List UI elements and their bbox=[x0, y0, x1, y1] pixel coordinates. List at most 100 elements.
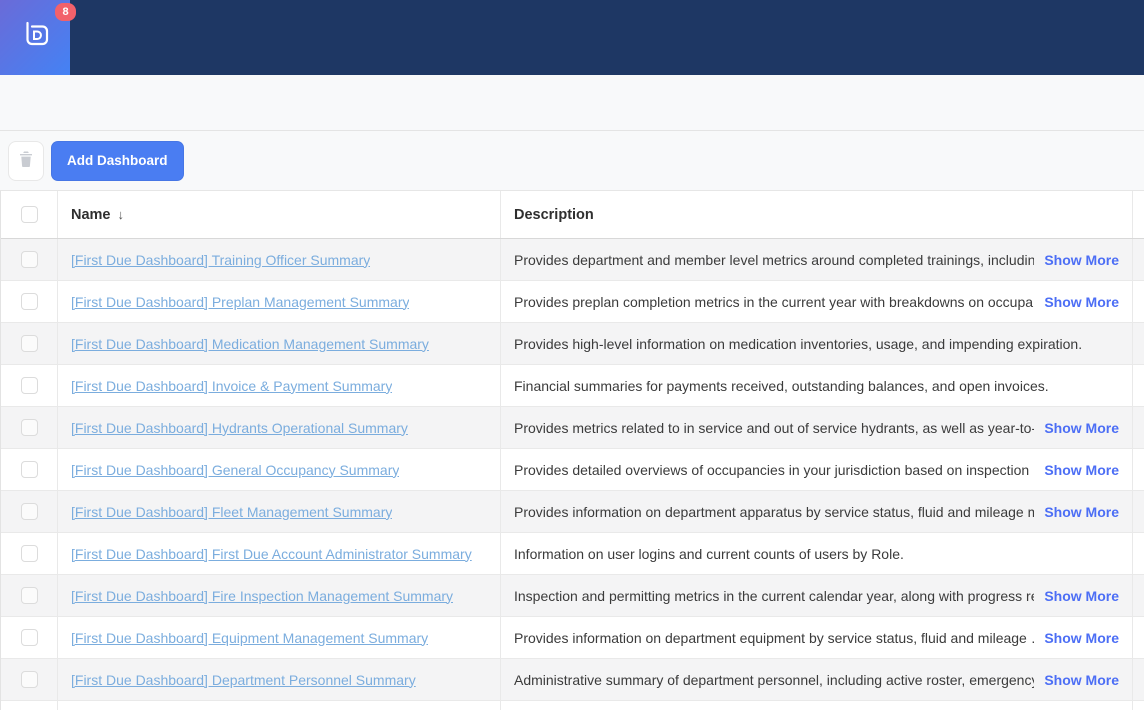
table-row: [First Due Dashboard] First Due Account … bbox=[1, 533, 1144, 575]
table-row: [First Due Dashboard] Invoice & Payment … bbox=[1, 365, 1144, 407]
dashboard-description: Provides preplan completion metrics in t… bbox=[514, 293, 1035, 310]
dashboard-name-link[interactable]: [First Due Dashboard] General Occupancy … bbox=[71, 461, 400, 478]
dashboard-description: Provides high-level information on medic… bbox=[514, 335, 1083, 352]
row-description-cell: Administrative summary of department per… bbox=[501, 659, 1133, 700]
row-name-cell: [First Due Dashboard] Department Personn… bbox=[58, 659, 501, 700]
row-description-cell: Provides information on department equip… bbox=[501, 617, 1133, 658]
dashboard-name-link[interactable]: [First Due Dashboard] Invoice & Payment … bbox=[71, 377, 393, 394]
row-filler-cell bbox=[1133, 239, 1144, 280]
table-row: [First Due Dashboard] Medication Managem… bbox=[1, 323, 1144, 365]
dashboard-name-link[interactable]: [First Due Dashboard] First Due Account … bbox=[71, 545, 472, 562]
show-more-link[interactable]: Show More bbox=[1044, 503, 1119, 520]
row-description-cell: Provides information on department appar… bbox=[501, 491, 1133, 532]
row-checkbox-cell bbox=[1, 533, 58, 574]
row-filler-cell bbox=[1133, 575, 1144, 616]
table-row: [First Due Dashboard] Department Personn… bbox=[1, 659, 1144, 701]
row-name-cell: [First Due Dashboard] Preplan Management… bbox=[58, 281, 501, 322]
first-due-logo-icon bbox=[20, 20, 50, 55]
row-checkbox-cell bbox=[1, 365, 58, 406]
row-checkbox-cell bbox=[1, 449, 58, 490]
row-checkbox[interactable] bbox=[20, 293, 38, 310]
show-more-link[interactable]: Show More bbox=[1044, 461, 1119, 478]
dashboard-name-link[interactable]: [First Due Dashboard] Department Personn… bbox=[71, 671, 416, 688]
show-more-link[interactable]: Show More bbox=[1044, 629, 1119, 646]
row-checkbox[interactable] bbox=[20, 335, 38, 352]
row-checkbox[interactable] bbox=[20, 419, 38, 436]
partial-filler-cell bbox=[1133, 701, 1144, 710]
row-checkbox[interactable] bbox=[20, 461, 38, 478]
dashboard-description: Inspection and permitting metrics in the… bbox=[514, 587, 1035, 604]
row-checkbox[interactable] bbox=[20, 377, 38, 394]
row-filler-cell bbox=[1133, 281, 1144, 322]
row-description-cell: Provides high-level information on medic… bbox=[501, 323, 1133, 364]
partial-checkbox-cell bbox=[1, 701, 58, 710]
row-checkbox[interactable] bbox=[20, 629, 38, 646]
row-checkbox-cell bbox=[1, 323, 58, 364]
column-header-name[interactable]: Name bbox=[71, 206, 111, 223]
table-row: [First Due Dashboard] General Occupancy … bbox=[1, 449, 1144, 491]
row-checkbox-cell bbox=[1, 239, 58, 280]
show-more-link[interactable]: Show More bbox=[1044, 419, 1119, 436]
row-checkbox[interactable] bbox=[20, 671, 38, 688]
header-name-cell[interactable]: Name ↓ bbox=[58, 191, 501, 238]
dashboard-name-link[interactable]: [First Due Dashboard] Medication Managem… bbox=[71, 335, 429, 352]
row-checkbox-cell bbox=[1, 407, 58, 448]
row-name-cell: [First Due Dashboard] Training Officer S… bbox=[58, 239, 501, 280]
dashboard-name-link[interactable]: [First Due Dashboard] Equipment Manageme… bbox=[71, 629, 429, 646]
table-row: [First Due Dashboard] Fire Inspection Ma… bbox=[1, 575, 1144, 617]
subheader-band bbox=[0, 75, 1144, 131]
sort-descending-icon[interactable]: ↓ bbox=[117, 207, 125, 222]
row-filler-cell bbox=[1133, 449, 1144, 490]
dashboard-name-link[interactable]: [First Due Dashboard] Training Officer S… bbox=[71, 251, 371, 268]
row-name-cell: [First Due Dashboard] Fire Inspection Ma… bbox=[58, 575, 501, 616]
select-all-checkbox[interactable] bbox=[20, 206, 38, 223]
dashboard-description: Provides detailed overviews of occupanci… bbox=[514, 461, 1035, 478]
row-description-cell: Provides metrics related to in service a… bbox=[501, 407, 1133, 448]
column-header-description: Description bbox=[514, 206, 594, 223]
row-description-cell: Provides department and member level met… bbox=[501, 239, 1133, 280]
row-description-cell: Provides preplan completion metrics in t… bbox=[501, 281, 1133, 322]
row-checkbox-cell bbox=[1, 617, 58, 658]
partial-row bbox=[1, 701, 1144, 710]
row-filler-cell bbox=[1133, 617, 1144, 658]
dashboard-name-link[interactable]: [First Due Dashboard] Hydrants Operation… bbox=[71, 419, 408, 436]
partial-description-cell bbox=[501, 701, 1133, 710]
show-more-link[interactable]: Show More bbox=[1044, 293, 1119, 310]
show-more-link[interactable]: Show More bbox=[1044, 671, 1119, 688]
header-filler-cell bbox=[1133, 191, 1144, 238]
row-name-cell: [First Due Dashboard] Fleet Management S… bbox=[58, 491, 501, 532]
dashboard-description: Provides information on department appar… bbox=[514, 503, 1035, 520]
add-dashboard-button[interactable]: Add Dashboard bbox=[51, 140, 184, 181]
dashboard-name-link[interactable]: [First Due Dashboard] Preplan Management… bbox=[71, 293, 410, 310]
dashboards-table: Name ↓ Description [First Due Dashboard]… bbox=[0, 190, 1144, 710]
row-name-cell: [First Due Dashboard] Hydrants Operation… bbox=[58, 407, 501, 448]
row-description-cell: Information on user logins and current c… bbox=[501, 533, 1133, 574]
toolbar: Add Dashboard bbox=[0, 131, 1144, 190]
dashboard-description: Provides department and member level met… bbox=[514, 251, 1035, 268]
table-header-row: Name ↓ Description bbox=[1, 191, 1144, 239]
dashboard-description: Provides information on department equip… bbox=[514, 629, 1035, 646]
dashboard-description: Information on user logins and current c… bbox=[514, 545, 904, 562]
row-checkbox[interactable] bbox=[20, 503, 38, 520]
dashboard-description: Financial summaries for payments receive… bbox=[514, 377, 1049, 394]
row-checkbox[interactable] bbox=[20, 587, 38, 604]
show-more-link[interactable]: Show More bbox=[1044, 251, 1119, 268]
table-body: [First Due Dashboard] Training Officer S… bbox=[1, 239, 1144, 701]
row-filler-cell bbox=[1133, 365, 1144, 406]
row-checkbox[interactable] bbox=[20, 545, 38, 562]
table-row: [First Due Dashboard] Preplan Management… bbox=[1, 281, 1144, 323]
notification-badge[interactable]: 8 bbox=[55, 3, 76, 21]
row-checkbox-cell bbox=[1, 659, 58, 700]
top-navbar: 8 bbox=[0, 0, 1144, 75]
dashboard-name-link[interactable]: [First Due Dashboard] Fleet Management S… bbox=[71, 503, 393, 520]
row-filler-cell bbox=[1133, 323, 1144, 364]
delete-selected-button[interactable] bbox=[8, 140, 44, 181]
partial-name-cell bbox=[58, 701, 501, 710]
show-more-link[interactable]: Show More bbox=[1044, 587, 1119, 604]
row-description-cell: Financial summaries for payments receive… bbox=[501, 365, 1133, 406]
trash-icon bbox=[19, 151, 33, 170]
dashboard-name-link[interactable]: [First Due Dashboard] Fire Inspection Ma… bbox=[71, 587, 454, 604]
row-checkbox[interactable] bbox=[20, 251, 38, 268]
row-filler-cell bbox=[1133, 407, 1144, 448]
row-filler-cell bbox=[1133, 533, 1144, 574]
